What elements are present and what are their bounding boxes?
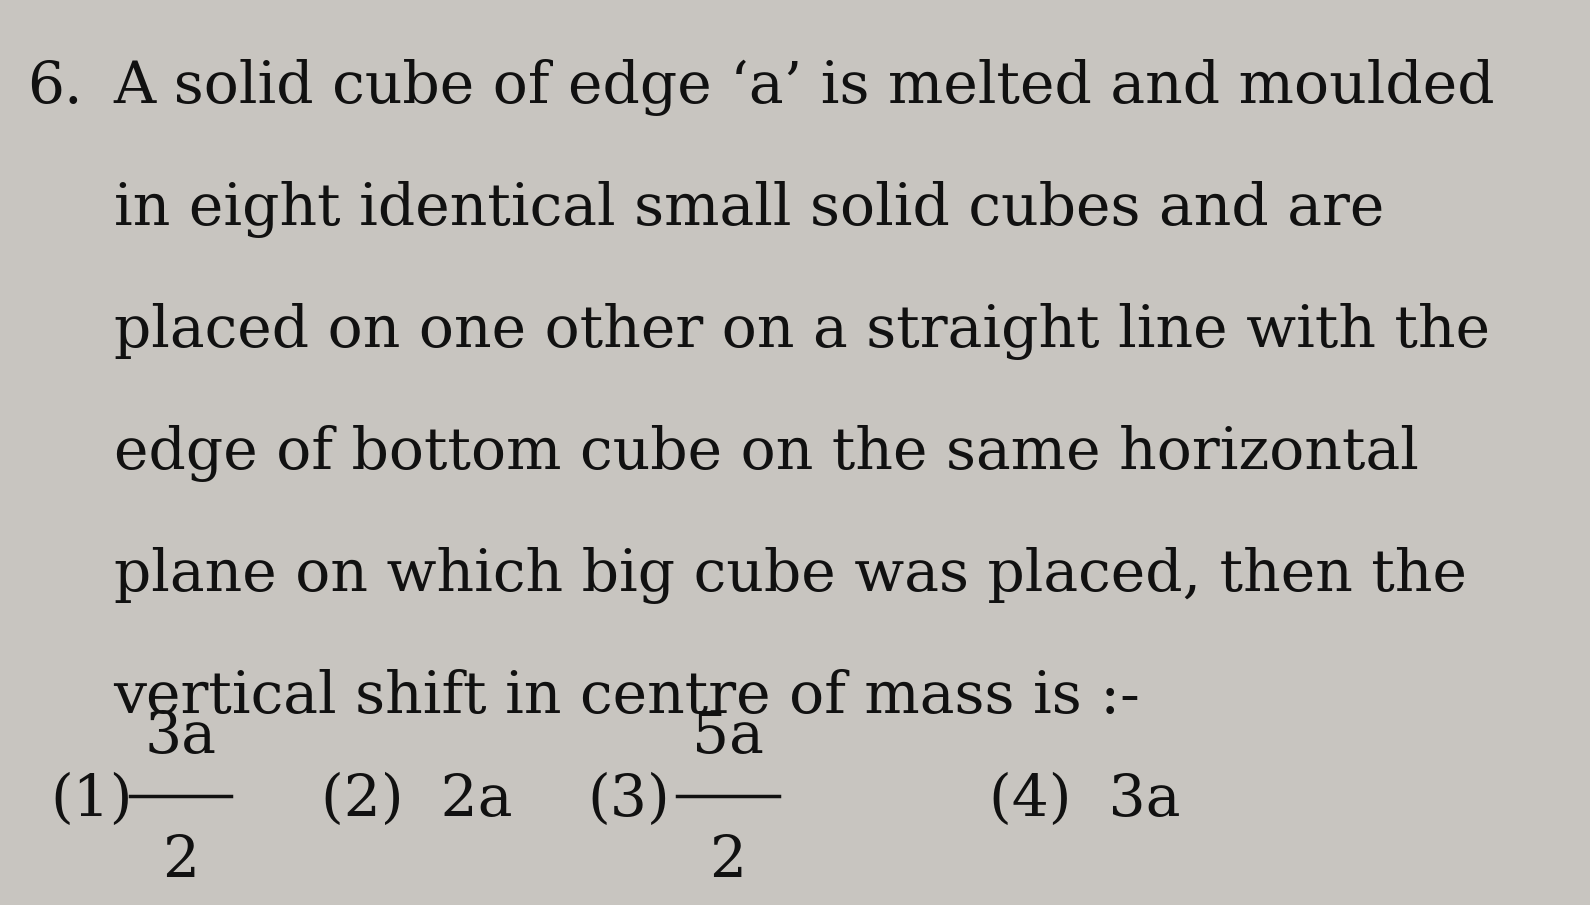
Text: placed on one other on a straight line with the: placed on one other on a straight line w… — [113, 303, 1490, 360]
Text: 6.: 6. — [27, 59, 83, 115]
Text: A solid cube of edge ‘a’ is melted and moulded: A solid cube of edge ‘a’ is melted and m… — [113, 59, 1495, 116]
Text: 5a: 5a — [692, 710, 763, 766]
Text: (3): (3) — [588, 772, 671, 828]
Text: (1): (1) — [51, 772, 134, 828]
Text: plane on which big cube was placed, then the: plane on which big cube was placed, then… — [113, 547, 1466, 604]
Text: (4)  3a: (4) 3a — [989, 772, 1180, 828]
Text: (2)  2a: (2) 2a — [321, 772, 512, 828]
Text: 2: 2 — [709, 833, 747, 889]
Text: edge of bottom cube on the same horizontal: edge of bottom cube on the same horizont… — [113, 425, 1418, 482]
Text: vertical shift in centre of mass is :-: vertical shift in centre of mass is :- — [113, 669, 1140, 725]
Text: 3a: 3a — [145, 710, 216, 766]
Text: 2: 2 — [162, 833, 199, 889]
Text: in eight identical small solid cubes and are: in eight identical small solid cubes and… — [113, 181, 1383, 238]
